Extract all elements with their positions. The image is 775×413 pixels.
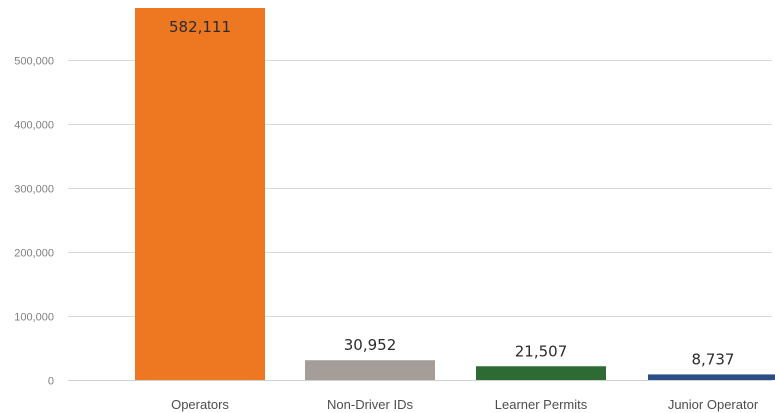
- data-labels: 582,111 30,952 21,507 8,737: [169, 18, 734, 368]
- x-axis-labels: Operators Non-Driver IDs Learner Permits Ju…: [171, 397, 759, 412]
- y-axis-ticks: 0 100,000 200,000 300,000 400,000 500,000: [14, 56, 54, 388]
- bar-operators: [135, 8, 265, 380]
- bar-non-driver-ids: [305, 360, 435, 380]
- x-category-label: Learner Permits: [495, 397, 588, 412]
- data-label: 30,952: [344, 336, 397, 354]
- data-label: 8,737: [692, 350, 735, 368]
- x-category-label: Non-Driver IDs: [327, 397, 413, 412]
- data-label: 582,111: [169, 18, 231, 36]
- bar-learner-permits: [476, 366, 606, 380]
- y-tick-label: 500,000: [14, 56, 54, 68]
- y-tick-label: 400,000: [14, 120, 54, 132]
- x-category-label: Operators: [171, 397, 229, 412]
- y-tick-label: 0: [48, 376, 54, 388]
- x-category-label: Junior Operator: [668, 397, 759, 412]
- y-tick-label: 100,000: [14, 312, 54, 324]
- y-tick-label: 300,000: [14, 184, 54, 196]
- bars: [135, 8, 775, 380]
- y-tick-label: 200,000: [14, 248, 54, 260]
- bar-junior-operator: [648, 374, 775, 380]
- data-label: 21,507: [515, 342, 568, 360]
